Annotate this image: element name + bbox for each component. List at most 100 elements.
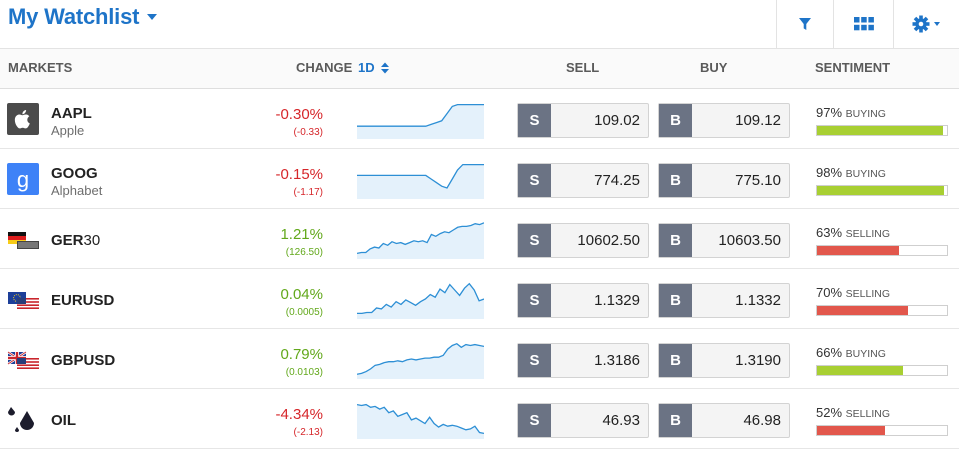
sort-icon[interactable]	[380, 62, 390, 74]
sell-button[interactable]: S 109.02	[517, 103, 649, 138]
sparkline-area	[357, 283, 484, 319]
sparkline-line	[357, 282, 484, 315]
column-buy: BUY	[700, 60, 728, 75]
change-percent: 0.79%	[280, 346, 323, 363]
market-row-oil[interactable]: OIL -4.34% (-2.13) S 46.93 B 46.98 52% S…	[0, 389, 959, 449]
grid-view-button[interactable]	[833, 0, 893, 48]
sparkline-line	[357, 403, 484, 435]
market-symbol[interactable]: GER30	[51, 232, 100, 249]
change-percent: 0.04%	[280, 286, 323, 303]
sparkline-area	[357, 343, 484, 379]
sentiment-percent: 70%	[816, 285, 843, 300]
buy-tag: B	[659, 344, 692, 377]
sell-price: 46.93	[602, 412, 640, 429]
sentiment-label: 70% SELLING	[816, 285, 890, 300]
sparkline-line	[357, 342, 484, 375]
sentiment-word: BUYING	[845, 348, 886, 360]
change-absolute: (-0.33)	[293, 127, 323, 138]
sell-price: 1.3186	[594, 352, 640, 369]
buy-button[interactable]: B 46.98	[658, 403, 790, 438]
sentiment-word: SELLING	[845, 228, 891, 240]
sell-button[interactable]: S 1.3186	[517, 343, 649, 378]
change-absolute: (0.0005)	[285, 307, 323, 318]
buy-price: 109.12	[735, 112, 781, 129]
sentiment-percent: 63%	[816, 225, 843, 240]
sentiment-bar-fill	[817, 246, 899, 255]
buy-price: 10603.50	[718, 232, 781, 249]
sentiment-bar-fill	[817, 306, 908, 315]
change-percent: 1.21%	[280, 226, 323, 243]
buy-button[interactable]: B 1.1332	[658, 283, 790, 318]
buy-price: 775.10	[735, 172, 781, 189]
change-absolute: (-1.17)	[293, 187, 323, 198]
market-row-ger30[interactable]: GER30 1.21% (126.50) S 10602.50 B 10603.…	[0, 209, 959, 269]
market-name: Apple	[51, 123, 85, 138]
oil-drop-icon	[7, 403, 39, 435]
google-logo-icon: g	[7, 163, 39, 195]
sparkline-chart	[357, 103, 484, 139]
column-change: CHANGE	[296, 60, 353, 75]
period-selector[interactable]: 1D	[358, 60, 375, 75]
sparkline-chart	[357, 342, 484, 379]
column-markets: MARKETS	[8, 60, 73, 75]
sell-button[interactable]: S 1.1329	[517, 283, 649, 318]
market-symbol[interactable]: EURUSD	[51, 292, 115, 309]
watchlist-title-dropdown[interactable]: My Watchlist	[8, 4, 158, 30]
change-percent: -4.34%	[275, 406, 323, 423]
buy-price: 1.1332	[735, 292, 781, 309]
sentiment-word: SELLING	[845, 288, 891, 300]
sell-tag: S	[518, 284, 551, 317]
sentiment-bar	[816, 245, 948, 256]
filter-icon	[799, 18, 811, 30]
market-symbol-prefix: GER	[51, 232, 84, 249]
buy-tag: B	[659, 404, 692, 437]
chevron-down-icon	[147, 14, 158, 20]
filter-button[interactable]	[776, 0, 833, 48]
column-sentiment: SENTIMENT	[815, 60, 891, 75]
sentiment-label: 98% BUYING	[816, 165, 886, 180]
sentiment-bar-fill	[817, 366, 903, 375]
buy-button[interactable]: B 10603.50	[658, 223, 790, 258]
sell-price: 109.02	[594, 112, 640, 129]
market-symbol[interactable]: OIL	[51, 412, 76, 429]
sentiment-label: 52% SELLING	[816, 405, 890, 420]
apple-logo-icon	[7, 103, 39, 135]
buy-button[interactable]: B 1.3190	[658, 343, 790, 378]
sell-button[interactable]: S 774.25	[517, 163, 649, 198]
change-percent: -0.15%	[275, 166, 323, 183]
sparkline-area	[357, 222, 484, 259]
market-symbol[interactable]: AAPL	[51, 105, 92, 122]
buy-button[interactable]: B 775.10	[658, 163, 790, 198]
sentiment-word: BUYING	[845, 108, 886, 120]
sentiment-percent: 52%	[816, 405, 843, 420]
eu-us-flags-icon	[7, 291, 39, 309]
market-symbol-suffix: 30	[83, 232, 101, 249]
sell-price: 774.25	[594, 172, 640, 189]
market-row-gbpusd[interactable]: GBPUSD 0.79% (0.0103) S 1.3186 B 1.3190 …	[0, 329, 959, 389]
uk-us-flags-icon	[7, 351, 39, 369]
buy-price: 46.98	[743, 412, 781, 429]
market-symbol[interactable]: GBPUSD	[51, 352, 116, 369]
buy-button[interactable]: B 109.12	[658, 103, 790, 138]
change-percent: -0.30%	[275, 106, 323, 123]
market-row-goog[interactable]: g GOOG Alphabet -0.15% (-1.17) S 774.25 …	[0, 149, 959, 209]
sentiment-bar	[816, 365, 948, 376]
buy-tag: B	[659, 224, 692, 257]
settings-button[interactable]	[893, 0, 959, 48]
change-absolute: (126.50)	[285, 247, 323, 258]
sell-price: 10602.50	[577, 232, 640, 249]
market-row-aapl[interactable]: AAPL Apple -0.30% (-0.33) S 109.02 B 109…	[0, 89, 959, 149]
sparkline-chart	[357, 403, 484, 439]
sparkline-area	[357, 164, 484, 199]
sparkline-area	[357, 404, 484, 439]
sell-tag: S	[518, 404, 551, 437]
sell-tag: S	[518, 344, 551, 377]
sentiment-bar-fill	[817, 186, 945, 195]
sell-button[interactable]: S 10602.50	[517, 223, 649, 258]
sparkline-chart	[357, 222, 484, 259]
svg-text:g: g	[17, 167, 29, 192]
sell-button[interactable]: S 46.93	[517, 403, 649, 438]
market-row-eurusd[interactable]: EURUSD 0.04% (0.0005) S 1.1329 B 1.1332 …	[0, 269, 959, 329]
market-symbol[interactable]: GOOG	[51, 165, 98, 182]
watchlist-header: My Watchlist	[0, 0, 959, 49]
